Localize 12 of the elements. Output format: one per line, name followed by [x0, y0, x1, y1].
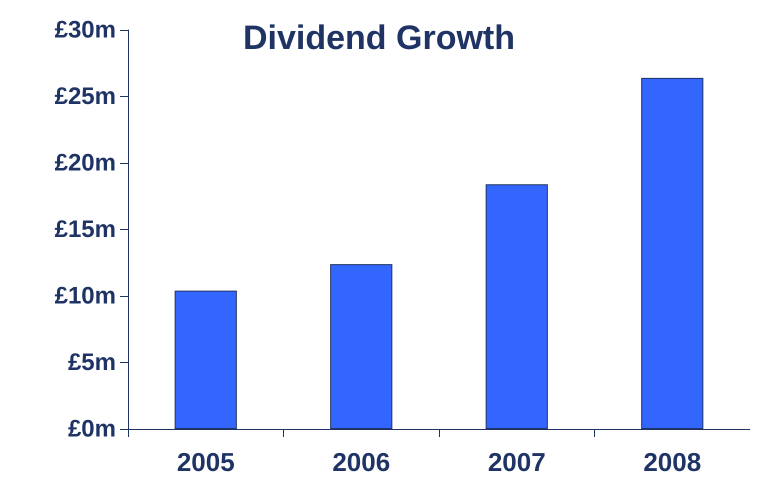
x-tick-label: 2007 [488, 447, 546, 477]
y-tick-label: £25m [54, 83, 116, 110]
y-tick-label: £20m [54, 150, 116, 176]
x-tick-label: 2006 [332, 447, 390, 477]
y-tick-label: £30m [54, 16, 116, 44]
x-tick-label: 2005 [176, 447, 235, 477]
y-tick-label: £0m [68, 416, 116, 442]
chart-title: Dividend Growth [243, 19, 515, 57]
y-tick-label: £5m [68, 349, 116, 376]
x-tick-label: 2008 [643, 447, 702, 477]
y-tick-label: £15m [54, 216, 116, 243]
y-tick-label: £10m [54, 282, 116, 310]
